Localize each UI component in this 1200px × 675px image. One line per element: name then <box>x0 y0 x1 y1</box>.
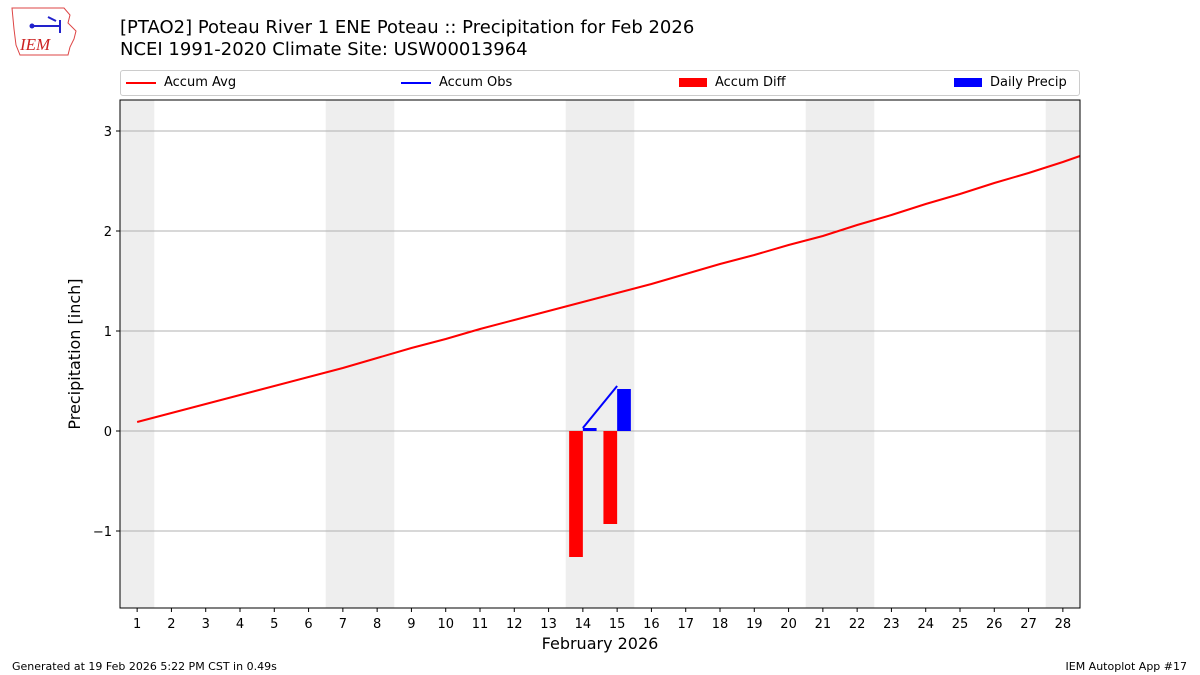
x-tick-label: 5 <box>270 617 278 632</box>
accum-diff-bar <box>569 431 583 557</box>
x-tick-label: 17 <box>677 617 694 632</box>
y-tick-label: 1 <box>104 325 112 340</box>
x-tick-label: 11 <box>472 617 489 632</box>
x-tick-label: 22 <box>849 617 866 632</box>
x-tick-label: 14 <box>575 617 592 632</box>
generated-footer: Generated at 19 Feb 2026 5:22 PM CST in … <box>12 660 277 673</box>
x-tick-label: 19 <box>746 617 763 632</box>
chart-subtitle: NCEI 1991-2020 Climate Site: USW00013964 <box>120 39 528 60</box>
app-footer: IEM Autoplot App #17 <box>1065 660 1188 673</box>
legend: Accum Avg Accum Obs Accum Diff Daily Pre… <box>120 70 1080 96</box>
x-tick-label: 16 <box>643 617 660 632</box>
y-tick-label: −1 <box>93 525 112 540</box>
legend-label: Accum Obs <box>439 75 513 90</box>
accum-diff-bar <box>603 431 618 524</box>
x-tick-label: 9 <box>407 617 415 632</box>
x-tick-label: 27 <box>1020 617 1037 632</box>
x-tick-label: 26 <box>986 617 1003 632</box>
weekend-shade <box>325 100 360 608</box>
x-tick-label: 13 <box>540 617 557 632</box>
legend-item-accum-diff: Accum Diff <box>679 75 786 90</box>
x-tick-label: 2 <box>167 617 175 632</box>
x-tick-label: 15 <box>609 617 626 632</box>
x-axis-label: February 2026 <box>542 634 659 653</box>
x-tick-label: 3 <box>202 617 210 632</box>
x-tick-label: 8 <box>373 617 381 632</box>
y-tick-label: 0 <box>104 425 112 440</box>
x-tick-label: 20 <box>780 617 797 632</box>
svg-text:IEM: IEM <box>19 35 51 54</box>
accum-avg-line <box>136 155 1081 423</box>
weekend-shade <box>840 100 875 608</box>
accum-obs-line <box>582 385 618 429</box>
legend-label: Daily Precip <box>990 75 1067 90</box>
x-tick-label: 28 <box>1055 617 1072 632</box>
legend-item-accum-obs: Accum Obs <box>401 75 512 90</box>
legend-label: Accum Diff <box>715 75 786 90</box>
weekend-shade <box>600 100 635 608</box>
weekend-shade <box>805 100 840 608</box>
x-tick-label: 7 <box>339 617 347 632</box>
y-tick-label: 3 <box>104 125 112 140</box>
x-tick-label: 1 <box>133 617 141 632</box>
x-tick-label: 4 <box>236 617 244 632</box>
weekend-shade <box>120 100 155 608</box>
iem-logo: IEM <box>8 5 80 59</box>
x-tick-label: 21 <box>815 617 832 632</box>
y-axis-label: Precipitation [inch] <box>65 278 84 429</box>
x-tick-label: 24 <box>917 617 934 632</box>
x-tick-label: 18 <box>712 617 729 632</box>
daily-precip-bar <box>582 428 597 431</box>
daily-precip-bar <box>617 389 631 431</box>
x-tick-label: 12 <box>506 617 523 632</box>
chart-title: [PTAO2] Poteau River 1 ENE Poteau :: Pre… <box>120 17 695 38</box>
plot-frame <box>119 99 1081 609</box>
weekend-shade <box>1045 100 1080 608</box>
x-tick-label: 25 <box>952 617 969 632</box>
legend-item-daily-precip: Daily Precip <box>954 75 1067 90</box>
x-tick-label: 23 <box>883 617 900 632</box>
x-tick-label: 10 <box>437 617 454 632</box>
legend-item-accum-avg: Accum Avg <box>126 75 236 90</box>
legend-label: Accum Avg <box>164 75 237 90</box>
y-tick-label: 2 <box>104 225 112 240</box>
x-tick-label: 6 <box>304 617 312 632</box>
